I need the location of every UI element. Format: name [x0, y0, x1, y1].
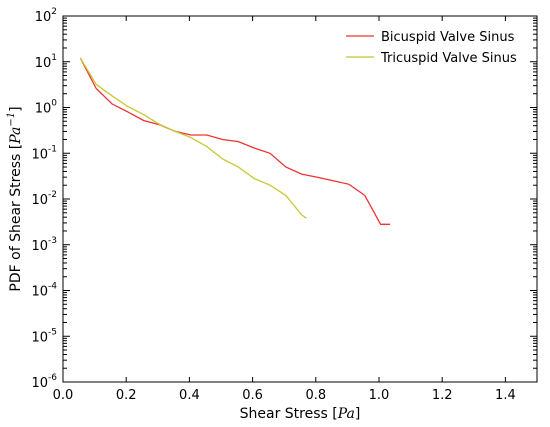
- plot-frame: [62, 15, 538, 383]
- y-tick-exponent: 0: [51, 99, 57, 109]
- y-tick-exponent: -2: [48, 190, 57, 200]
- y-axis-label-exponent: −1: [6, 112, 17, 127]
- legend: Bicuspid Valve Sinus Tricuspid Valve Sinu…: [346, 30, 517, 66]
- series-line-bicuspid: [79, 57, 391, 225]
- x-tick-label: 0.4: [179, 388, 200, 403]
- series-layer: [79, 57, 391, 225]
- y-tick-label: 102: [35, 7, 57, 25]
- x-tick-label: 0.2: [116, 388, 137, 403]
- y-tick-base: 10: [35, 10, 52, 25]
- y-tick-label: 10-1: [31, 144, 57, 162]
- y-tick-base: 10: [31, 239, 48, 254]
- y-tick-base: 10: [31, 147, 48, 162]
- x-axis-label-unit: Pa: [337, 406, 355, 422]
- y-tick-base: 10: [35, 102, 52, 117]
- legend-label: Tricuspid Valve Sinus: [380, 51, 517, 66]
- x-tick-label: 1.2: [432, 388, 453, 403]
- y-tick-exponent: -1: [48, 144, 57, 154]
- x-tick-label: 0.8: [305, 388, 326, 403]
- y-tick-label: 10-5: [31, 327, 57, 345]
- x-tick-label: 0.0: [53, 388, 74, 403]
- y-tick-base: 10: [31, 193, 48, 208]
- x-axis-label: Shear Stress [Pa]: [240, 406, 361, 422]
- y-tick-label: 10-4: [31, 282, 57, 300]
- x-tick-label: 1.4: [495, 388, 516, 403]
- plot-area: [62, 15, 538, 383]
- x-tick-label: 0.6: [242, 388, 263, 403]
- y-tick-exponent: -4: [48, 282, 57, 292]
- y-tick-exponent: -6: [48, 373, 57, 383]
- y-axis-label-prefix: PDF of Shear Stress [: [8, 144, 24, 292]
- legend-label: Bicuspid Valve Sinus: [381, 30, 515, 45]
- y-tick-label: 10-2: [31, 190, 57, 208]
- y-tick-label: 10-3: [31, 236, 57, 254]
- series-line-tricuspid: [79, 57, 307, 219]
- x-axis-label-suffix: ]: [355, 406, 360, 422]
- y-axis-label-unit: Pa: [8, 127, 24, 145]
- y-tick-exponent: -3: [48, 236, 57, 246]
- x-axis-label-prefix: Shear Stress [: [240, 406, 338, 422]
- y-tick-label: 10-6: [31, 373, 57, 391]
- y-tick-base: 10: [35, 56, 52, 71]
- y-tick-exponent: -5: [48, 327, 57, 337]
- y-tick-label: 101: [35, 53, 57, 71]
- y-tick-base: 10: [31, 285, 48, 300]
- y-axis-label: PDF of Shear Stress [Pa−1]: [6, 106, 24, 291]
- y-tick-base: 10: [31, 376, 48, 391]
- y-axis-label-suffix: ]: [8, 106, 24, 111]
- y-tick-label: 100: [35, 99, 58, 117]
- y-tick-exponent: 1: [51, 53, 57, 63]
- y-tick-base: 10: [31, 330, 48, 345]
- y-tick-exponent: 2: [51, 7, 57, 17]
- x-tick-label: 1.0: [369, 388, 390, 403]
- ticks-layer: 0.0 0.2 0.4 0.6 0.8 1.0 1.2 1.410-610-510-410-3…: [31, 7, 537, 403]
